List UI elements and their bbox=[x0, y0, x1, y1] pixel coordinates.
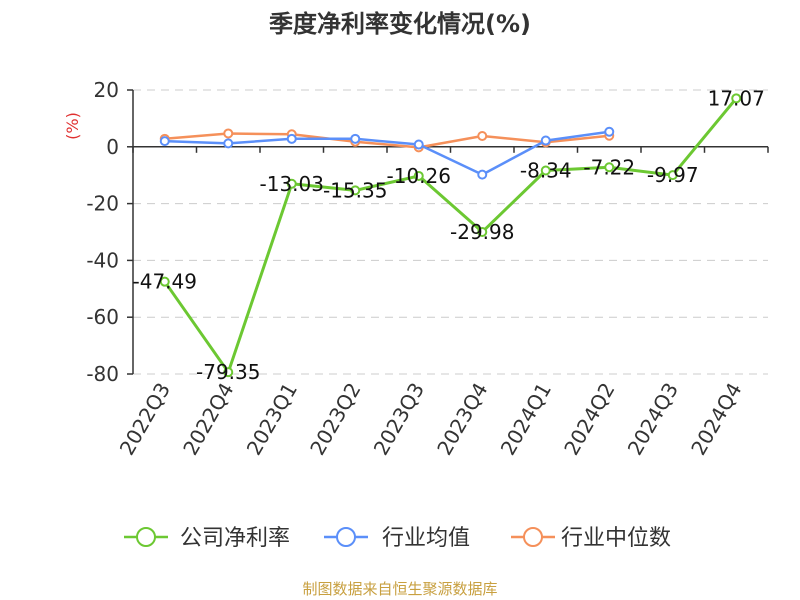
source-note: 制图数据来自恒生聚源数据库 bbox=[302, 580, 497, 598]
data-label: -15.35 bbox=[323, 178, 387, 202]
data-point bbox=[350, 185, 361, 196]
series-line bbox=[163, 97, 738, 374]
legend[interactable]: 公司净利率 行业均值 行业中位数 bbox=[124, 526, 671, 551]
data-point bbox=[604, 126, 615, 137]
x-tick-label: 2023Q1 bbox=[242, 379, 302, 460]
series-line bbox=[164, 130, 610, 176]
data-point bbox=[159, 136, 170, 147]
data-point bbox=[286, 133, 297, 144]
legend-marker-icon bbox=[136, 527, 156, 547]
x-tick-label: 2023Q4 bbox=[432, 379, 492, 460]
data-point bbox=[477, 226, 488, 237]
y-tick-label: -60 bbox=[86, 305, 119, 329]
x-tick-label: 2024Q4 bbox=[686, 379, 746, 460]
data-label: -47.49 bbox=[133, 270, 197, 294]
data-label: -7.22 bbox=[583, 155, 635, 179]
chart-title: 季度净利率变化情况(%) bbox=[269, 10, 531, 38]
data-point bbox=[540, 165, 551, 176]
x-tick-label: 2024Q2 bbox=[559, 379, 619, 460]
legend-label: 公司净利率 bbox=[180, 526, 290, 551]
data-label: -13.03 bbox=[260, 172, 324, 196]
data-point bbox=[159, 276, 170, 287]
x-tick-label: 2024Q1 bbox=[496, 379, 556, 460]
series-line bbox=[164, 132, 610, 149]
legend-item[interactable]: 公司净利率 bbox=[124, 526, 290, 551]
data-label: -29.98 bbox=[450, 220, 514, 244]
y-tick-label: 0 bbox=[106, 135, 119, 159]
data-label: -8.34 bbox=[520, 158, 572, 182]
data-point bbox=[223, 128, 234, 139]
legend-marker-icon bbox=[523, 527, 543, 547]
legend-label: 行业中位数 bbox=[561, 526, 671, 551]
x-tick-label: 2023Q3 bbox=[369, 379, 429, 460]
data-label: -10.26 bbox=[387, 164, 451, 188]
legend-item[interactable]: 行业均值 bbox=[324, 526, 470, 551]
data-point bbox=[477, 131, 488, 142]
data-point bbox=[731, 93, 742, 104]
data-point bbox=[604, 162, 615, 173]
y-axis-label: (%) bbox=[63, 112, 82, 140]
series-lines bbox=[159, 93, 742, 378]
data-label: -9.97 bbox=[647, 163, 699, 187]
data-point bbox=[540, 135, 551, 146]
y-tick-label: -80 bbox=[86, 362, 119, 386]
x-tick-label: 2022Q4 bbox=[178, 379, 238, 460]
x-tick-label: 2024Q3 bbox=[623, 379, 683, 460]
data-point bbox=[223, 138, 234, 149]
data-point bbox=[667, 170, 678, 181]
legend-label: 行业均值 bbox=[382, 526, 470, 551]
y-tick-label: -20 bbox=[86, 192, 119, 216]
data-point bbox=[413, 139, 424, 150]
y-tick-label: 20 bbox=[94, 78, 119, 102]
data-label: -79.35 bbox=[196, 360, 260, 384]
legend-item[interactable]: 行业中位数 bbox=[511, 526, 671, 551]
data-labels: -47.49 -79.35 -13.03 -15.35-10.26 -29.98 -8.3… bbox=[133, 86, 765, 384]
data-label: 17.07 bbox=[708, 86, 765, 110]
y-tick-label: -40 bbox=[86, 248, 119, 272]
x-tick-label: 2022Q3 bbox=[115, 379, 175, 460]
data-point bbox=[477, 169, 488, 180]
data-point bbox=[350, 133, 361, 144]
data-point bbox=[413, 170, 424, 181]
x-tick-label: 2023Q2 bbox=[305, 379, 365, 460]
data-point bbox=[286, 178, 297, 189]
grid-lines bbox=[133, 89, 768, 375]
data-point bbox=[223, 367, 234, 378]
legend-marker-icon bbox=[336, 527, 356, 547]
